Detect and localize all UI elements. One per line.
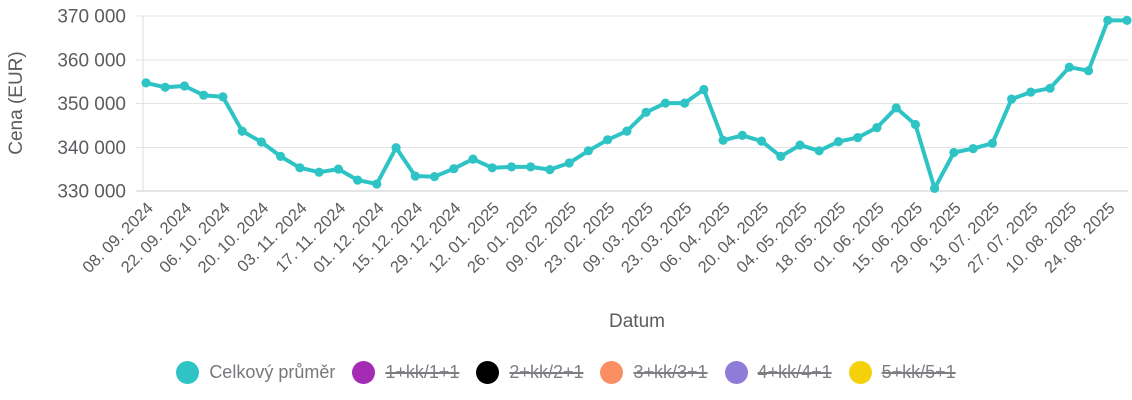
data-point xyxy=(699,84,709,95)
legend-label: 5+kk/5+1 xyxy=(881,361,956,382)
series-group xyxy=(141,15,1132,193)
y-tick-label: 340 000 xyxy=(57,138,126,159)
data-point xyxy=(737,130,747,140)
data-point xyxy=(1103,15,1113,25)
y-tick-labels: 330 000 340 000 350 000 360 000 370 000 xyxy=(57,7,126,203)
data-point xyxy=(218,92,228,102)
y-tick-label: 360 000 xyxy=(57,50,126,71)
x-axis-title: Datum xyxy=(609,311,665,332)
legend-label: Celkový průměr xyxy=(209,361,336,382)
legend-label: 3+kk/3+1 xyxy=(633,361,708,382)
data-point xyxy=(1064,62,1074,72)
legend-label: 4+kk/4+1 xyxy=(757,361,832,382)
data-point xyxy=(833,137,844,147)
data-point xyxy=(526,162,536,172)
data-point xyxy=(487,163,497,173)
data-point xyxy=(987,138,998,148)
legend-swatch-icon xyxy=(476,360,500,384)
data-point xyxy=(930,183,940,193)
data-point xyxy=(910,119,921,130)
series-line xyxy=(144,18,1129,191)
data-point xyxy=(295,163,305,173)
data-point xyxy=(199,90,209,100)
data-point xyxy=(660,98,671,108)
legend-item-3-kk-3-1[interactable]: 3+kk/3+1 xyxy=(600,360,708,384)
data-point xyxy=(237,126,247,136)
data-point xyxy=(1007,94,1017,104)
data-point xyxy=(680,98,690,108)
data-point xyxy=(795,140,805,150)
y-axis-title: Cena (EUR) xyxy=(6,51,27,154)
data-point xyxy=(891,103,901,113)
legend-swatch-icon xyxy=(176,360,200,384)
legend-item-1-kk-1-1[interactable]: 1+kk/1+1 xyxy=(352,360,460,384)
data-point xyxy=(506,162,517,172)
legend-swatch-icon xyxy=(848,360,872,384)
data-point xyxy=(564,158,574,168)
legend-label: 1+kk/1+1 xyxy=(385,361,460,382)
data-point xyxy=(853,133,863,143)
legend-swatch-icon xyxy=(600,360,624,384)
data-point xyxy=(391,143,401,153)
legend-item-5-kk-5-1[interactable]: 5+kk/5+1 xyxy=(848,360,956,384)
legend-swatch-icon xyxy=(352,360,376,384)
gridlines xyxy=(136,15,1128,192)
data-point xyxy=(1122,15,1132,25)
data-point xyxy=(583,146,594,156)
data-point xyxy=(372,179,382,189)
legend-label: 2+kk/2+1 xyxy=(509,361,584,382)
data-point xyxy=(1026,87,1036,97)
data-point xyxy=(814,146,824,156)
data-point xyxy=(276,151,286,161)
data-point xyxy=(256,137,266,147)
data-point xyxy=(1045,83,1055,93)
data-point xyxy=(141,78,151,88)
data-point xyxy=(314,167,324,177)
legend-swatch-icon xyxy=(724,360,748,384)
data-point xyxy=(545,165,555,175)
data-point xyxy=(949,147,959,158)
data-point xyxy=(353,175,363,185)
data-point xyxy=(179,81,190,91)
legend-item-celkovy-prumer[interactable]: Celkový průměr xyxy=(176,360,336,384)
data-point xyxy=(160,82,170,92)
data-point xyxy=(449,164,459,174)
data-point xyxy=(468,154,478,164)
data-point xyxy=(603,135,613,145)
data-point xyxy=(718,135,728,145)
legend-item-2-kk-2-1[interactable]: 2+kk/2+1 xyxy=(476,360,584,384)
data-point xyxy=(968,144,978,154)
data-point xyxy=(776,151,786,161)
data-point xyxy=(410,171,420,181)
data-point xyxy=(622,126,632,136)
data-point xyxy=(872,123,882,133)
data-point xyxy=(641,107,651,117)
price-chart: 330 000 340 000 350 000 360 000 370 000 08. … xyxy=(6,7,1132,332)
legend: Celkový průměr 1+kk/1+1 2+kk/2+1 3+kk/3+1 4+… xyxy=(0,351,1132,393)
legend-item-4-kk-4-1[interactable]: 4+kk/4+1 xyxy=(724,360,832,384)
y-tick-label: 330 000 xyxy=(57,182,126,203)
data-point xyxy=(756,136,767,146)
data-point xyxy=(333,164,343,174)
data-point xyxy=(429,172,440,182)
y-tick-label: 370 000 xyxy=(57,7,126,28)
data-point xyxy=(1083,66,1094,76)
y-tick-label: 350 000 xyxy=(57,94,126,115)
